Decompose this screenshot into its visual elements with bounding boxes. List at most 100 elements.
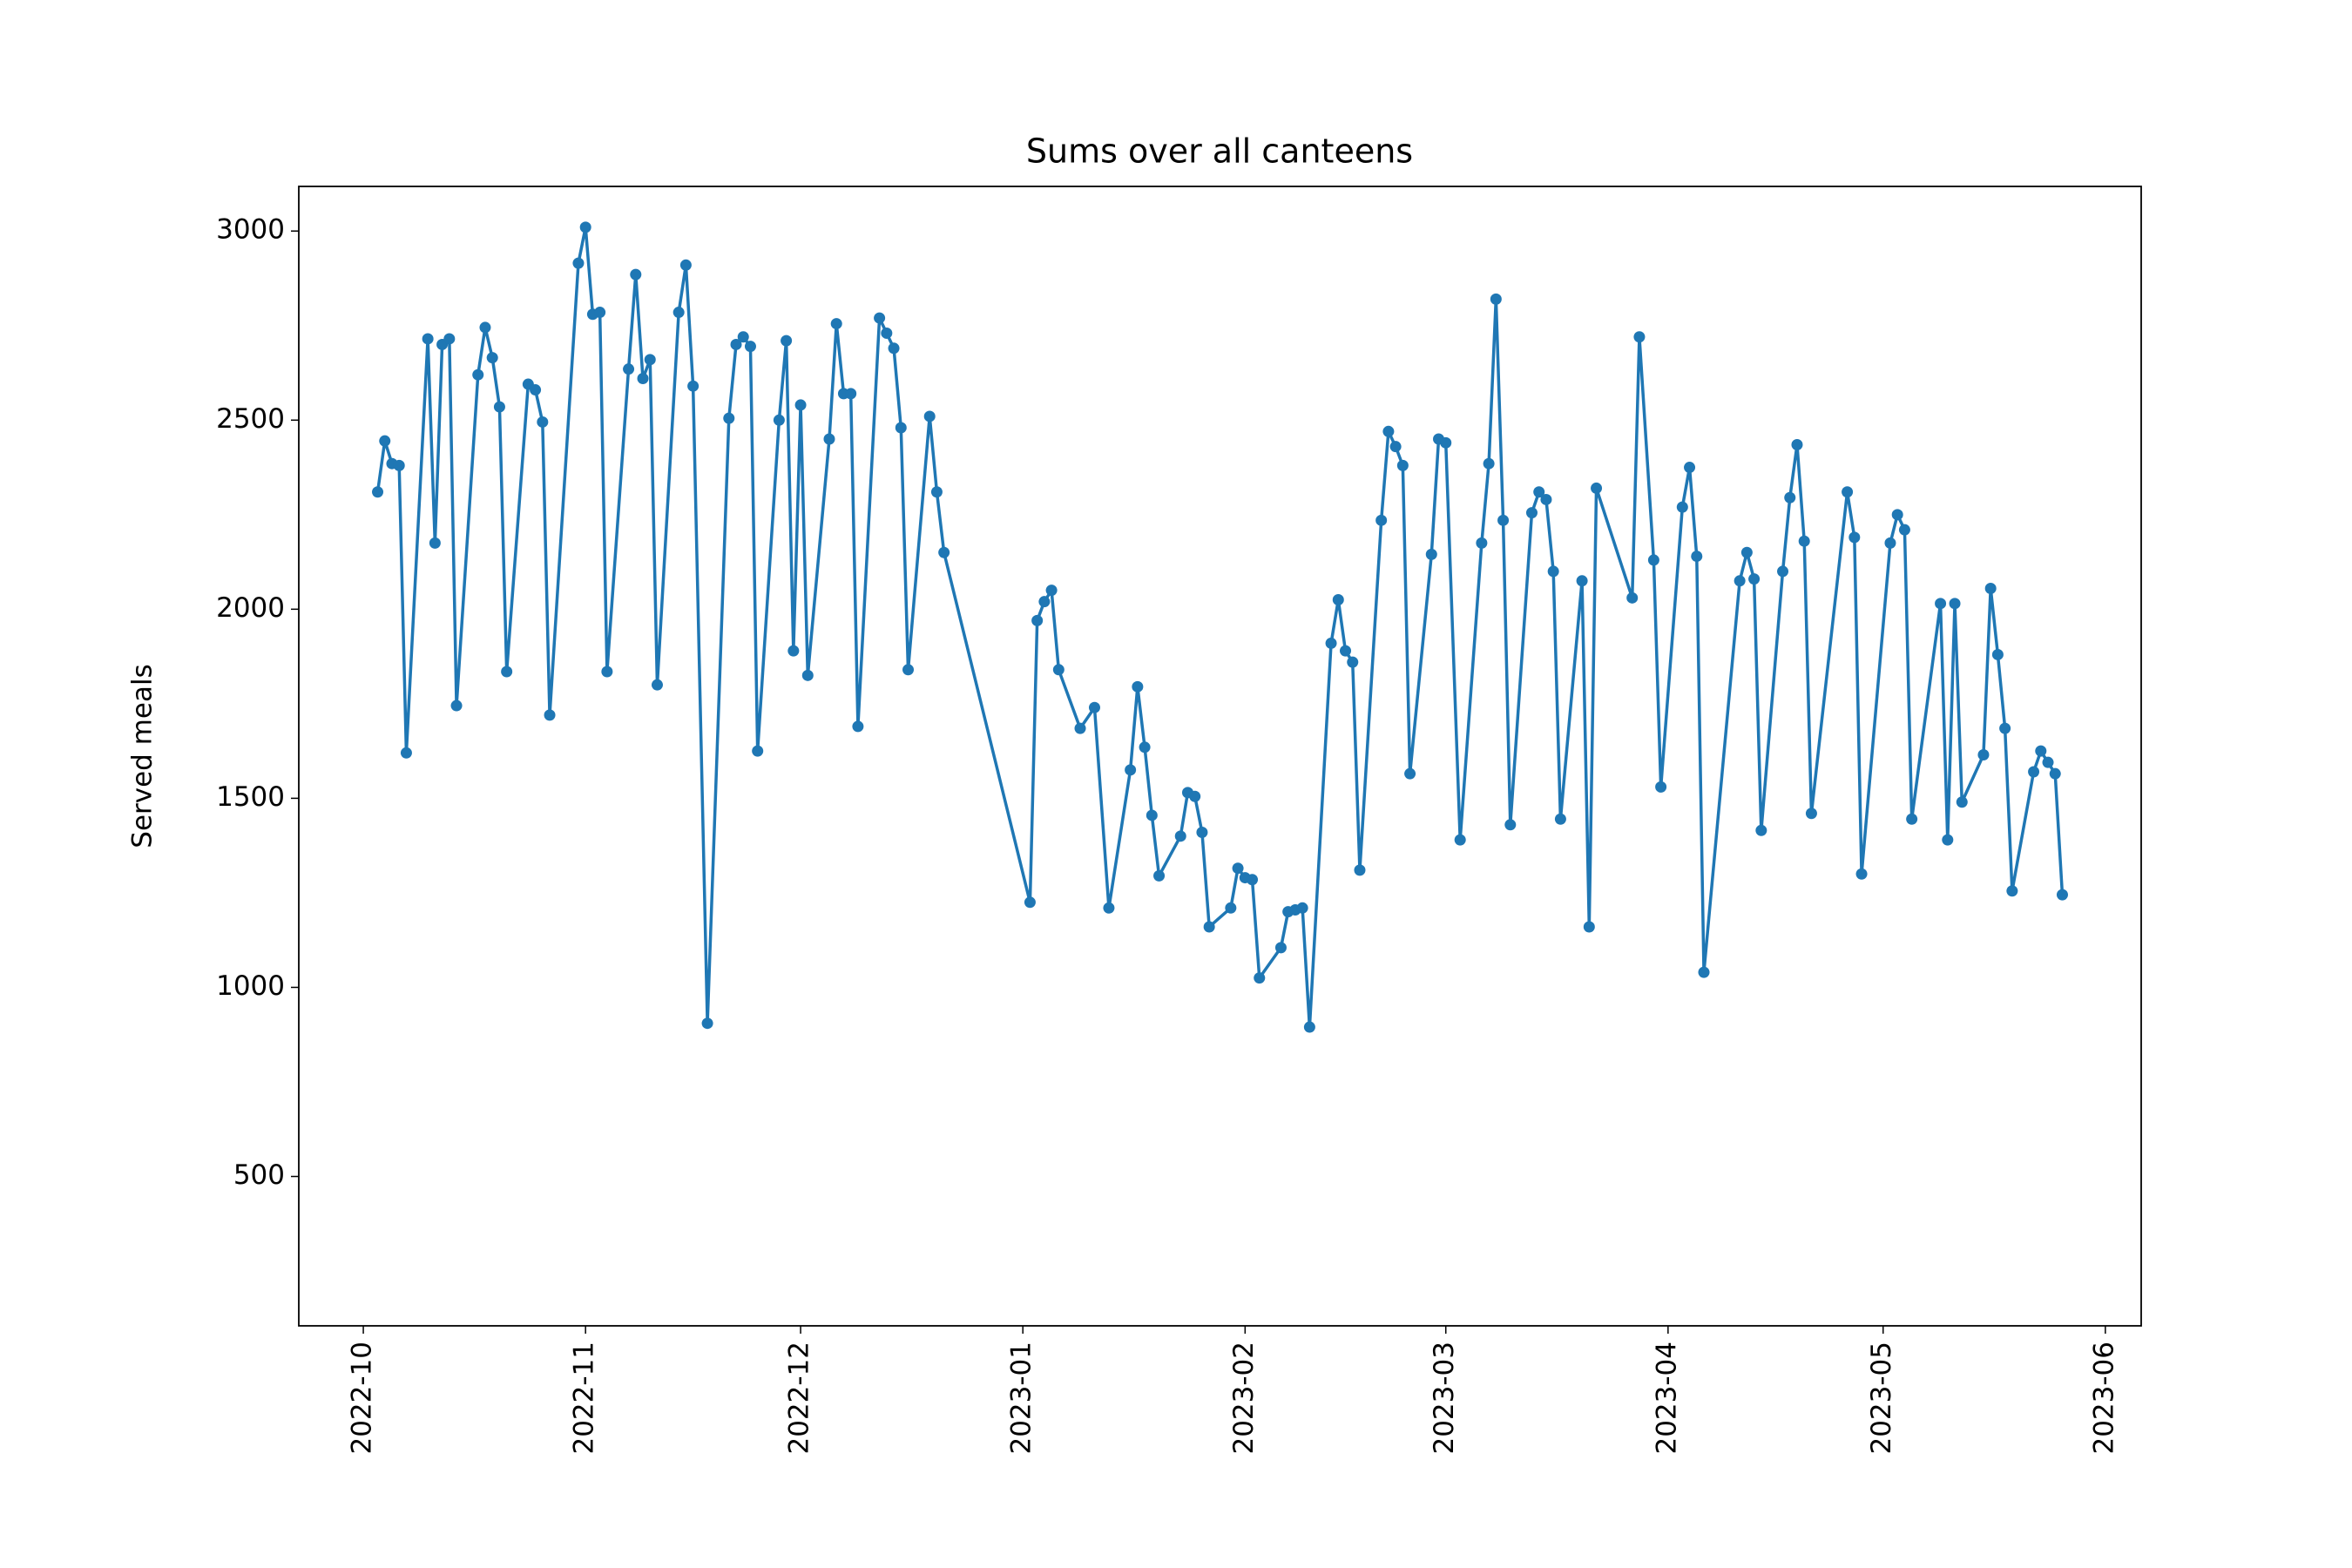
data-point [1504,819,1517,831]
data-point [687,380,700,392]
data-point [379,435,391,447]
data-point [1984,582,1997,594]
data-point [1891,509,1903,521]
data-point [2049,767,2061,780]
data-point [672,307,685,319]
data-point [1748,573,1761,585]
data-point [1784,491,1796,504]
data-point [651,679,663,691]
data-point [701,1017,713,1030]
data-point [1483,457,1495,470]
data-point [773,414,785,426]
y-axis-label: Served meals [127,664,159,848]
data-point [1626,591,1639,604]
data-point [1942,834,1954,846]
data-point [544,709,556,721]
data-point [1404,767,1416,780]
data-point [1977,748,1990,760]
data-point [801,669,814,681]
data-point [1898,524,1910,536]
data-point [443,333,456,345]
data-point [1583,921,1595,933]
data-point [1303,1021,1315,1033]
data-point [372,486,384,498]
data-point [1196,826,1208,838]
data-point [1734,575,1746,587]
data-point [1254,972,1266,984]
data-point [752,745,764,757]
data-point [1525,507,1538,519]
x-tick-label: 2023-06 [2088,1342,2119,1455]
data-point [1024,896,1036,909]
data-point [679,259,692,271]
y-tick-label: 1000 [216,970,285,1002]
data-point [845,388,857,400]
data-point [737,331,749,343]
data-point [1296,902,1308,914]
data-point [1956,796,1968,808]
data-point [393,459,405,471]
x-tick-label: 2022-10 [347,1342,378,1455]
data-point [1074,722,1086,734]
data-point [530,384,542,396]
data-point [895,422,907,434]
y-tick-label: 2500 [216,403,285,435]
data-point [572,257,585,269]
data-point [1848,531,1861,544]
data-point [1999,722,2011,734]
data-point [730,338,742,350]
data-point [1805,808,1817,820]
data-point [2056,889,2068,901]
data-point [1332,593,1344,605]
data-point [1225,902,1237,914]
data-point [1533,486,1545,498]
data-point [1791,439,1803,451]
data-point [1103,902,1115,914]
data-point [1884,537,1896,549]
data-point [400,747,412,759]
data-point [579,221,591,233]
data-point [1247,874,1259,886]
data-point [1146,809,1158,821]
data-point [1454,834,1466,846]
data-point [1189,790,1201,802]
data-point [2028,766,2040,778]
y-tick-label: 500 [233,1159,285,1191]
data-point [630,268,642,280]
data-point [830,318,842,330]
data-point [1325,637,1337,649]
data-point [1375,514,1388,526]
data-point [479,321,491,334]
data-point [1490,293,1502,305]
data-point [1174,830,1186,842]
data-point [422,333,434,345]
data-point [1991,648,2004,660]
data-point [1425,548,1437,560]
data-point [601,666,613,678]
data-point [1232,862,1244,875]
data-point [501,666,513,678]
data-point [623,363,635,375]
x-tick-label: 2023-02 [1228,1342,1260,1455]
data-point [1132,680,1144,693]
data-point [1540,493,1552,505]
data-point [1855,868,1868,880]
data-point [744,341,756,353]
data-point [1354,864,1366,876]
data-point [1153,869,1166,882]
data-point [723,412,735,424]
data-point [2035,745,2047,757]
data-point [1591,482,1603,494]
data-point [429,537,441,549]
x-tick-label: 2022-11 [569,1342,600,1455]
data-point [1340,645,1352,657]
data-point [472,368,484,381]
data-point [1440,436,1452,449]
data-point [881,327,893,339]
data-point [1347,656,1359,668]
data-point [1949,598,1961,610]
x-tick-label: 2023-01 [1006,1342,1037,1455]
y-tick-label: 1500 [216,781,285,813]
data-point [1274,942,1287,954]
data-point [874,312,886,324]
